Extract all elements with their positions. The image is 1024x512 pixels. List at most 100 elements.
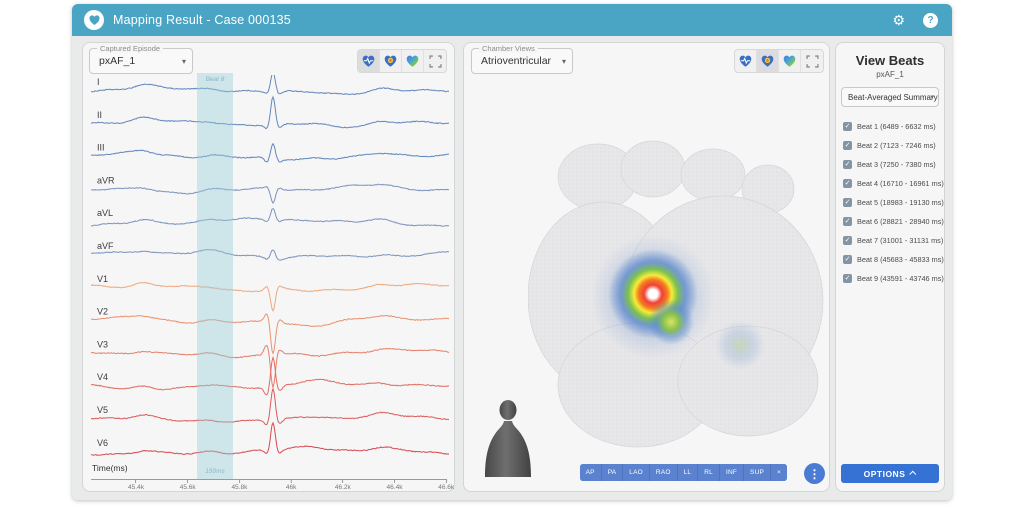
view-button-RL[interactable]: RL (698, 464, 720, 481)
captured-episode-value: pxAF_1 (99, 55, 136, 67)
more-options-button[interactable]: ⋮ (804, 463, 825, 484)
time-tick-45.6k: 45.6k (180, 480, 196, 491)
time-tick-45.8k: 45.8k (231, 480, 247, 491)
heatmap-view-button[interactable] (757, 50, 779, 72)
chevron-down-icon: ▾ (930, 94, 934, 101)
beat-row-3[interactable]: ✓ Beat 3 (7250 - 7380 ms) (836, 155, 944, 174)
beat-label-8: Beat 8 (45683 - 45833 ms) (857, 255, 944, 264)
ecg-lead-label-III: III (97, 143, 105, 153)
view-button-close[interactable]: × (771, 464, 787, 481)
header-bar: Mapping Result - Case 000135 ⚙ ? (72, 4, 952, 36)
beat-row-5[interactable]: ✓ Beat 5 (18983 - 19130 ms) (836, 193, 944, 212)
view-button-LAO[interactable]: LAO (623, 464, 650, 481)
beat-row-1[interactable]: ✓ Beat 1 (6489 - 6632 ms) (836, 117, 944, 136)
beat-checkbox-9[interactable]: ✓ (843, 274, 852, 283)
beat-label-1: Beat 1 (6489 - 6632 ms) (857, 122, 936, 131)
heatmap-secondary-hotspot (648, 299, 694, 345)
ecg-trace-V2 (91, 313, 449, 355)
time-axis-line (91, 479, 447, 480)
beat-checkbox-1[interactable]: ✓ (843, 122, 852, 131)
header-actions: ⚙ ? (892, 12, 938, 28)
ecg-view-mode-group (357, 49, 447, 73)
time-axis-label: Time(ms) (92, 463, 128, 473)
captured-episode-dropdown[interactable]: Captured Episode pxAF_1 ▾ (89, 44, 193, 74)
heart-hotspot-icon (761, 55, 774, 67)
heart-multicolor-icon (783, 55, 796, 67)
fullscreen-icon (805, 54, 819, 68)
beat-row-7[interactable]: ✓ Beat 7 (31001 - 31131 ms) (836, 231, 944, 250)
beats-list: ✓ Beat 1 (6489 - 6632 ms) ✓ Beat 2 (7123 - … (836, 117, 944, 288)
chamber-view-mode-group (734, 49, 824, 73)
signals-view-button[interactable] (735, 50, 757, 72)
page-title: Mapping Result - Case 000135 (113, 13, 291, 27)
ecg-lead-label-aVL: aVL (97, 208, 113, 218)
beat-row-2[interactable]: ✓ Beat 2 (7123 - 7246 ms) (836, 136, 944, 155)
heart-logo-icon (88, 14, 100, 25)
beat-checkbox-3[interactable]: ✓ (843, 160, 852, 169)
beat-checkbox-4[interactable]: ✓ (843, 179, 852, 188)
beat-checkbox-2[interactable]: ✓ (843, 141, 852, 150)
view-button-RAO[interactable]: RAO (649, 464, 678, 481)
beat-label-6: Beat 6 (28821 - 28940 ms) (857, 217, 944, 226)
view-button-PA[interactable]: PA (601, 464, 624, 481)
view-button-SUP[interactable]: SUP (744, 464, 771, 481)
heart-3d-model[interactable] (528, 139, 828, 451)
ecg-trace-V1 (91, 281, 449, 312)
beat-row-9[interactable]: ✓ Beat 9 (43591 - 43746 ms) (836, 269, 944, 288)
beat-label-7: Beat 7 (31001 - 31131 ms) (857, 236, 944, 245)
ecg-lead-label-V1: V1 (97, 274, 108, 284)
torso-orientation-figure[interactable] (480, 399, 536, 477)
heart-multicolor-icon (406, 55, 419, 67)
fullscreen-icon (428, 54, 442, 68)
time-tick-46k: 46k (286, 480, 296, 491)
beat-label-5: Beat 5 (18983 - 19130 ms) (857, 198, 944, 207)
ecg-fullscreen-button[interactable] (424, 50, 446, 72)
heatmap-faint-hotspot (715, 320, 765, 370)
signals-view-button[interactable] (358, 50, 380, 72)
chamber-fullscreen-button[interactable] (801, 50, 823, 72)
help-icon[interactable]: ? (923, 12, 938, 28)
ecg-lead-label-I: I (97, 77, 100, 87)
beat-band-duration-label: 150ms (205, 468, 225, 475)
view-button-INF[interactable]: INF (719, 464, 745, 481)
beat-row-6[interactable]: ✓ Beat 6 (28821 - 28940 ms) (836, 212, 944, 231)
heart-pulse-icon (739, 55, 752, 67)
beat-highlight-band[interactable]: Beat 8 150ms (197, 73, 233, 479)
beat-checkbox-7[interactable]: ✓ (843, 236, 852, 245)
chamber-views-value: Atrioventricular (481, 55, 552, 67)
beat-summary-dropdown[interactable]: Beat-Averaged Summary ▾ (841, 87, 939, 107)
beat-checkbox-6[interactable]: ✓ (843, 217, 852, 226)
heart-hotspot-icon (384, 55, 397, 67)
beat-row-8[interactable]: ✓ Beat 8 (45683 - 45833 ms) (836, 250, 944, 269)
ecg-lead-label-V2: V2 (97, 307, 108, 317)
heart-pulse-icon (362, 55, 375, 67)
time-tick-46.4k: 46.4k (387, 480, 402, 491)
view-button-AP[interactable]: AP (579, 464, 602, 481)
chevron-down-icon: ▾ (561, 56, 566, 66)
ecg-trace-aVR (91, 183, 449, 205)
chamber-views-dropdown[interactable]: Chamber Views Atrioventricular ▾ (471, 44, 573, 74)
segments-view-button[interactable] (402, 50, 424, 72)
time-tick-45.4k: 45.4k (128, 480, 144, 491)
options-button[interactable]: OPTIONS (841, 464, 939, 483)
settings-gear-icon[interactable]: ⚙ (892, 12, 905, 28)
beat-label-3: Beat 3 (7250 - 7380 ms) (857, 160, 936, 169)
ecg-trace-V4 (91, 355, 449, 396)
kebab-menu-icon: ⋮ (808, 466, 821, 481)
heatmap-view-button[interactable] (380, 50, 402, 72)
beat-checkbox-8[interactable]: ✓ (843, 255, 852, 264)
view-button-LL[interactable]: LL (677, 464, 699, 481)
ecg-trace-aVF (91, 248, 449, 261)
ecg-lead-label-V5: V5 (97, 405, 108, 415)
projection-view-buttons: AP PA LAO RAO LL RL INF SUP × (579, 464, 787, 481)
ecg-trace-V3 (91, 344, 449, 390)
view-beats-panel: View Beats pxAF_1 Beat-Averaged Summary … (835, 42, 945, 492)
app-window: Mapping Result - Case 000135 ⚙ ? Capture… (72, 4, 952, 500)
view-beats-title: View Beats (855, 53, 925, 68)
view-beats-subtitle: pxAF_1 (876, 70, 904, 79)
beat-row-4[interactable]: ✓ Beat 4 (16710 - 16961 ms) (836, 174, 944, 193)
segments-view-button[interactable] (779, 50, 801, 72)
beat-checkbox-5[interactable]: ✓ (843, 198, 852, 207)
ecg-lead-label-V4: V4 (97, 372, 108, 382)
ecg-trace-V6 (91, 421, 449, 456)
